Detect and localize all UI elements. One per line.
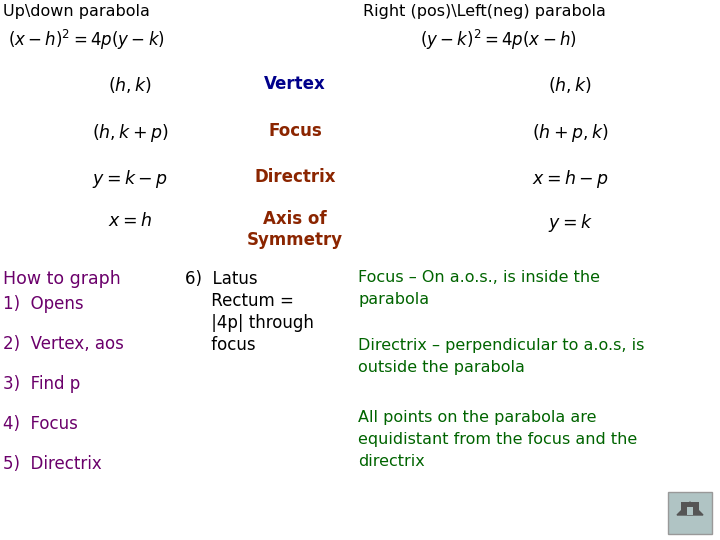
Text: Axis of
Symmetry: Axis of Symmetry (247, 210, 343, 249)
Text: $y=k-p$: $y=k-p$ (92, 168, 168, 190)
Text: Rectum =: Rectum = (185, 292, 294, 310)
Text: parabola: parabola (358, 292, 429, 307)
Text: $(x-h)^2=4p(y-k)$: $(x-h)^2=4p(y-k)$ (8, 28, 165, 52)
Bar (681, 502, 699, 515)
Text: Vertex: Vertex (264, 75, 326, 93)
Text: Directrix: Directrix (254, 168, 336, 186)
Text: $(h, k)$: $(h, k)$ (108, 75, 152, 95)
Text: 1)  Opens: 1) Opens (3, 295, 84, 313)
Text: $y=k$: $y=k$ (548, 212, 593, 234)
Bar (668, 492, 712, 534)
Text: Directrix – perpendicular to a.o.s, is: Directrix – perpendicular to a.o.s, is (358, 338, 644, 353)
Text: 5)  Directrix: 5) Directrix (3, 455, 102, 473)
Text: 3)  Find p: 3) Find p (3, 375, 80, 393)
Text: |4p| through: |4p| through (185, 314, 314, 332)
Text: 4)  Focus: 4) Focus (3, 415, 78, 433)
Text: $(h+p, k)$: $(h+p, k)$ (532, 122, 608, 144)
Text: $x=h$: $x=h$ (108, 212, 152, 230)
Text: Focus – On a.o.s., is inside the: Focus – On a.o.s., is inside the (358, 270, 600, 285)
Bar (687, 507, 693, 515)
Text: $(y-k)^2=4p(x-h)$: $(y-k)^2=4p(x-h)$ (420, 28, 577, 52)
Text: 6)  Latus: 6) Latus (185, 270, 258, 288)
Text: Focus: Focus (268, 122, 322, 140)
Text: 2)  Vertex, aos: 2) Vertex, aos (3, 335, 124, 353)
Text: $(h, k+p)$: $(h, k+p)$ (92, 122, 168, 144)
Text: Right (pos)\Left(neg) parabola: Right (pos)\Left(neg) parabola (363, 4, 606, 19)
Text: How to graph: How to graph (3, 270, 121, 288)
Text: directrix: directrix (358, 454, 425, 469)
Text: Up\down parabola: Up\down parabola (3, 4, 150, 19)
Text: outside the parabola: outside the parabola (358, 360, 525, 375)
Text: focus: focus (185, 336, 256, 354)
Text: $(h, k)$: $(h, k)$ (548, 75, 592, 95)
Text: equidistant from the focus and the: equidistant from the focus and the (358, 432, 637, 447)
Polygon shape (677, 502, 703, 515)
Text: All points on the parabola are: All points on the parabola are (358, 410, 596, 425)
Text: $x=h-p$: $x=h-p$ (531, 168, 608, 190)
